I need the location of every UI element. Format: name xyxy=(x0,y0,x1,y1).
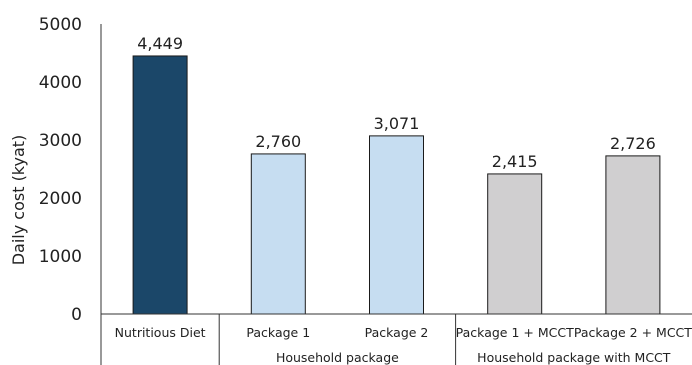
bars: 4,449 2,760 3,071 2,415 2,726 xyxy=(132,34,661,315)
x-tick-label: Package 2 + MCCT xyxy=(574,325,692,340)
data-label: 3,071 xyxy=(374,114,420,133)
data-label: 2,726 xyxy=(610,134,656,153)
bar xyxy=(487,173,543,315)
y-axis-title: Daily cost (kyat) xyxy=(9,135,28,266)
x-tick-label: Package 1 + MCCT xyxy=(456,325,574,340)
y-tick-label: 1000 xyxy=(39,247,82,267)
x-axis: Nutritious Diet Package 1 Package 2 Package… xyxy=(100,313,692,365)
bar xyxy=(250,153,306,315)
group-label: Household package with MCCT xyxy=(477,350,671,365)
bar xyxy=(605,155,661,315)
data-label: 2,760 xyxy=(255,132,301,151)
bar xyxy=(132,55,188,315)
x-tick-label: Nutritious Diet xyxy=(115,325,206,340)
y-tick-label: 5000 xyxy=(39,15,82,35)
y-tick-label: 3000 xyxy=(39,131,82,151)
bar xyxy=(369,135,424,315)
y-tick-label: 2000 xyxy=(39,189,82,209)
x-tick-label: Package 1 xyxy=(246,325,310,340)
y-axis: 0 1000 2000 3000 4000 5000 xyxy=(39,15,102,325)
x-tick-label: Package 2 xyxy=(365,325,429,340)
data-label: 2,415 xyxy=(492,152,538,171)
y-tick-label: 0 xyxy=(71,305,82,325)
y-tick-label: 4000 xyxy=(39,73,82,93)
group-label: Household package xyxy=(276,350,399,365)
data-label: 4,449 xyxy=(137,34,183,53)
